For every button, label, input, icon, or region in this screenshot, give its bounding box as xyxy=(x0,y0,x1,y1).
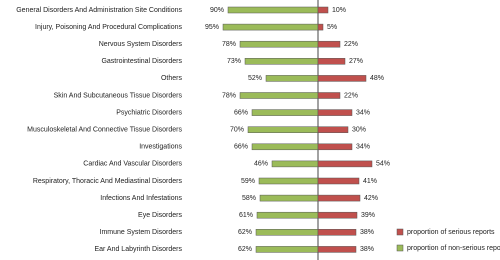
value-label: 62% xyxy=(238,229,252,236)
category-label: Gastrointestinal Disorders xyxy=(101,58,182,65)
non-serious-bar xyxy=(265,75,319,82)
non-serious-bar xyxy=(271,160,319,168)
category-label: Nervous System Disorders xyxy=(99,41,183,48)
serious-bar xyxy=(317,126,349,133)
value-label: 5% xyxy=(327,24,337,31)
category-label: Immune System Disorders xyxy=(100,229,183,236)
value-label: 10% xyxy=(332,7,346,14)
value-label: 61% xyxy=(239,212,253,219)
category-label: Investigations xyxy=(139,144,182,151)
serious-bar xyxy=(317,246,357,253)
value-label: 46% xyxy=(254,161,268,168)
value-label: 48% xyxy=(370,75,384,82)
value-label: 70% xyxy=(230,127,244,134)
non-serious-bar xyxy=(247,126,319,133)
serious-bar xyxy=(317,177,360,185)
category-label: Respiratory, Thoracic And Mediastinal Di… xyxy=(33,178,183,185)
value-label: 78% xyxy=(222,92,236,99)
value-label: 66% xyxy=(234,144,248,151)
value-label: 59% xyxy=(241,178,255,185)
value-label: 66% xyxy=(234,109,248,116)
serious-bar xyxy=(317,160,373,168)
value-label: 95% xyxy=(205,24,219,31)
legend-swatch xyxy=(396,228,404,236)
value-label: 38% xyxy=(360,246,374,253)
value-label: 38% xyxy=(360,229,374,236)
serious-bar xyxy=(317,40,341,48)
category-label: Ear And Labyrinth Disorders xyxy=(94,246,182,253)
non-serious-bar xyxy=(255,246,319,253)
serious-bar xyxy=(317,6,329,14)
non-serious-bar xyxy=(251,109,319,116)
serious-bar xyxy=(317,194,361,202)
non-serious-bar xyxy=(251,143,319,151)
value-label: 73% xyxy=(227,58,241,65)
serious-bar xyxy=(317,109,353,116)
category-label: Infections And Infestations xyxy=(100,195,182,202)
category-label: Others xyxy=(161,75,183,82)
category-label: Skin And Subcutaneous Tissue Disorders xyxy=(54,92,183,99)
non-serious-bar xyxy=(239,40,319,48)
legend-label: proportion of non-serious reports xyxy=(407,245,500,252)
value-label: 34% xyxy=(356,144,370,151)
value-label: 27% xyxy=(349,58,363,65)
value-label: 39% xyxy=(361,212,375,219)
non-serious-bar xyxy=(222,23,319,31)
legend-label: proportion of serious reports xyxy=(407,229,495,236)
non-serious-bar xyxy=(259,194,319,202)
category-label: Musculoskeletal And Connective Tissue Di… xyxy=(27,127,182,134)
non-serious-bar xyxy=(239,92,319,99)
value-label: 30% xyxy=(352,127,366,134)
value-label: 90% xyxy=(210,7,224,14)
non-serious-bar xyxy=(227,6,319,14)
value-label: 22% xyxy=(344,92,358,99)
serious-bar xyxy=(317,143,353,151)
serious-bar xyxy=(317,211,358,219)
non-serious-bar xyxy=(244,58,319,65)
value-label: 62% xyxy=(238,246,252,253)
value-label: 42% xyxy=(364,195,378,202)
category-label: Eye Disorders xyxy=(138,212,182,219)
serious-bar xyxy=(317,75,367,82)
non-serious-bar xyxy=(258,177,319,185)
value-label: 52% xyxy=(248,75,262,82)
value-label: 22% xyxy=(344,41,358,48)
legend-swatch xyxy=(396,244,404,252)
serious-bar xyxy=(317,58,346,65)
value-label: 34% xyxy=(356,109,370,116)
value-label: 78% xyxy=(222,41,236,48)
non-serious-bar xyxy=(256,211,319,219)
category-label: Psychiatric Disorders xyxy=(116,109,182,116)
serious-bar xyxy=(317,92,341,99)
category-label: Cardiac And Vascular Disorders xyxy=(83,161,182,168)
value-label: 54% xyxy=(376,161,390,168)
category-label: Injury, Poisoning And Procedural Complic… xyxy=(35,24,182,31)
value-label: 41% xyxy=(363,178,377,185)
serious-bar xyxy=(317,23,324,31)
non-serious-bar xyxy=(255,229,319,236)
category-label: General Disorders And Administration Sit… xyxy=(16,7,182,14)
value-label: 58% xyxy=(242,195,256,202)
serious-bar xyxy=(317,229,357,236)
